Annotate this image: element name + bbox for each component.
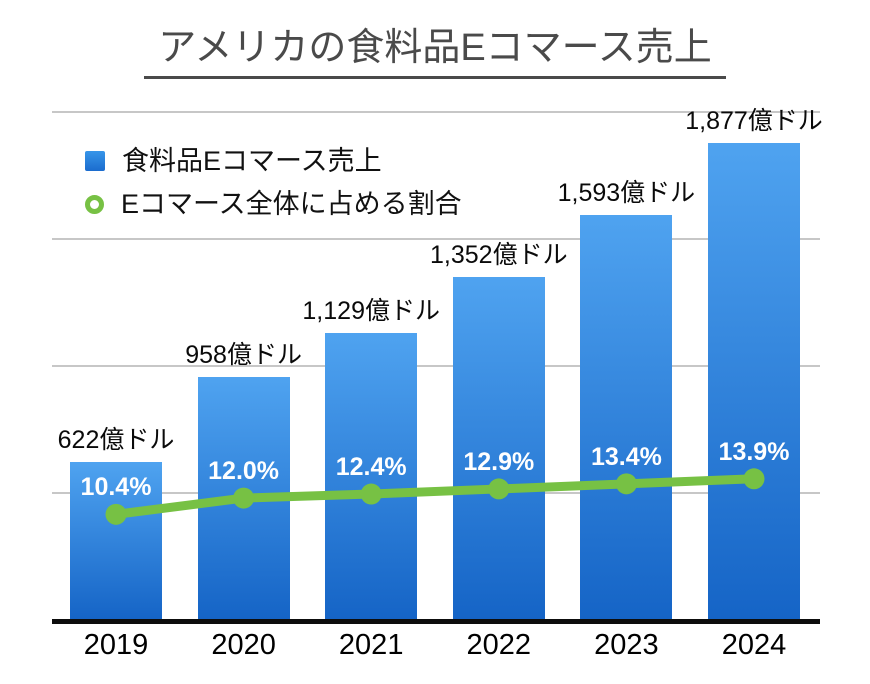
x-axis-label-2019: 2019 [83, 629, 149, 661]
pct-label: 10.4% [80, 473, 152, 502]
bar-swatch-icon [85, 151, 105, 171]
bar-2020 [197, 376, 290, 620]
legend-share-label: Eコマース全体に占める割合 [121, 189, 462, 219]
pct-label: 12.4% [335, 453, 407, 482]
x-axis-label-2023: 2023 [594, 629, 659, 661]
x-axis-label-2021: 2021 [338, 629, 404, 661]
legend-sales-label: 食料品Eコマース売上 [122, 146, 382, 176]
bar-value-label: 1,129億ドル [302, 297, 440, 326]
bar-value-label: 1,877億ドル [685, 107, 823, 136]
x-axis-label-2020: 2020 [211, 629, 276, 661]
pct-label: 12.0% [208, 457, 280, 486]
pct-label: 13.9% [718, 437, 790, 466]
x-axis-label-2022: 2022 [466, 629, 532, 661]
bar-2022 [452, 276, 545, 620]
legend: 食料品Eコマース売上 Eコマース全体に占める割合 [85, 145, 462, 231]
bar-value-label: 1,352億ドル [430, 240, 568, 269]
x-axis-label-2024: 2024 [721, 629, 787, 661]
pct-label: 12.9% [463, 447, 535, 476]
grid-line [52, 365, 820, 367]
bar-2023 [580, 215, 673, 620]
x-axis-line [52, 619, 820, 624]
line-marker-icon [85, 194, 104, 214]
bar-value-label: 622億ドル [57, 426, 175, 454]
bar-2024 [708, 143, 800, 620]
grid-line [52, 238, 820, 240]
legend-item-share: Eコマース全体に占める割合 [85, 188, 462, 220]
grid-line [52, 492, 820, 494]
title-area: アメリカの食料品Eコマース売上 [0, 16, 870, 79]
legend-item-sales: 食料品Eコマース売上 [85, 145, 462, 177]
pct-label: 13.4% [590, 442, 662, 471]
bar-value-label: 958億ドル [185, 340, 302, 369]
chart-title: アメリカの食料品Eコマース売上 [144, 16, 726, 79]
bar-value-label: 1,593億ドル [557, 179, 696, 208]
grid-line [52, 111, 820, 113]
